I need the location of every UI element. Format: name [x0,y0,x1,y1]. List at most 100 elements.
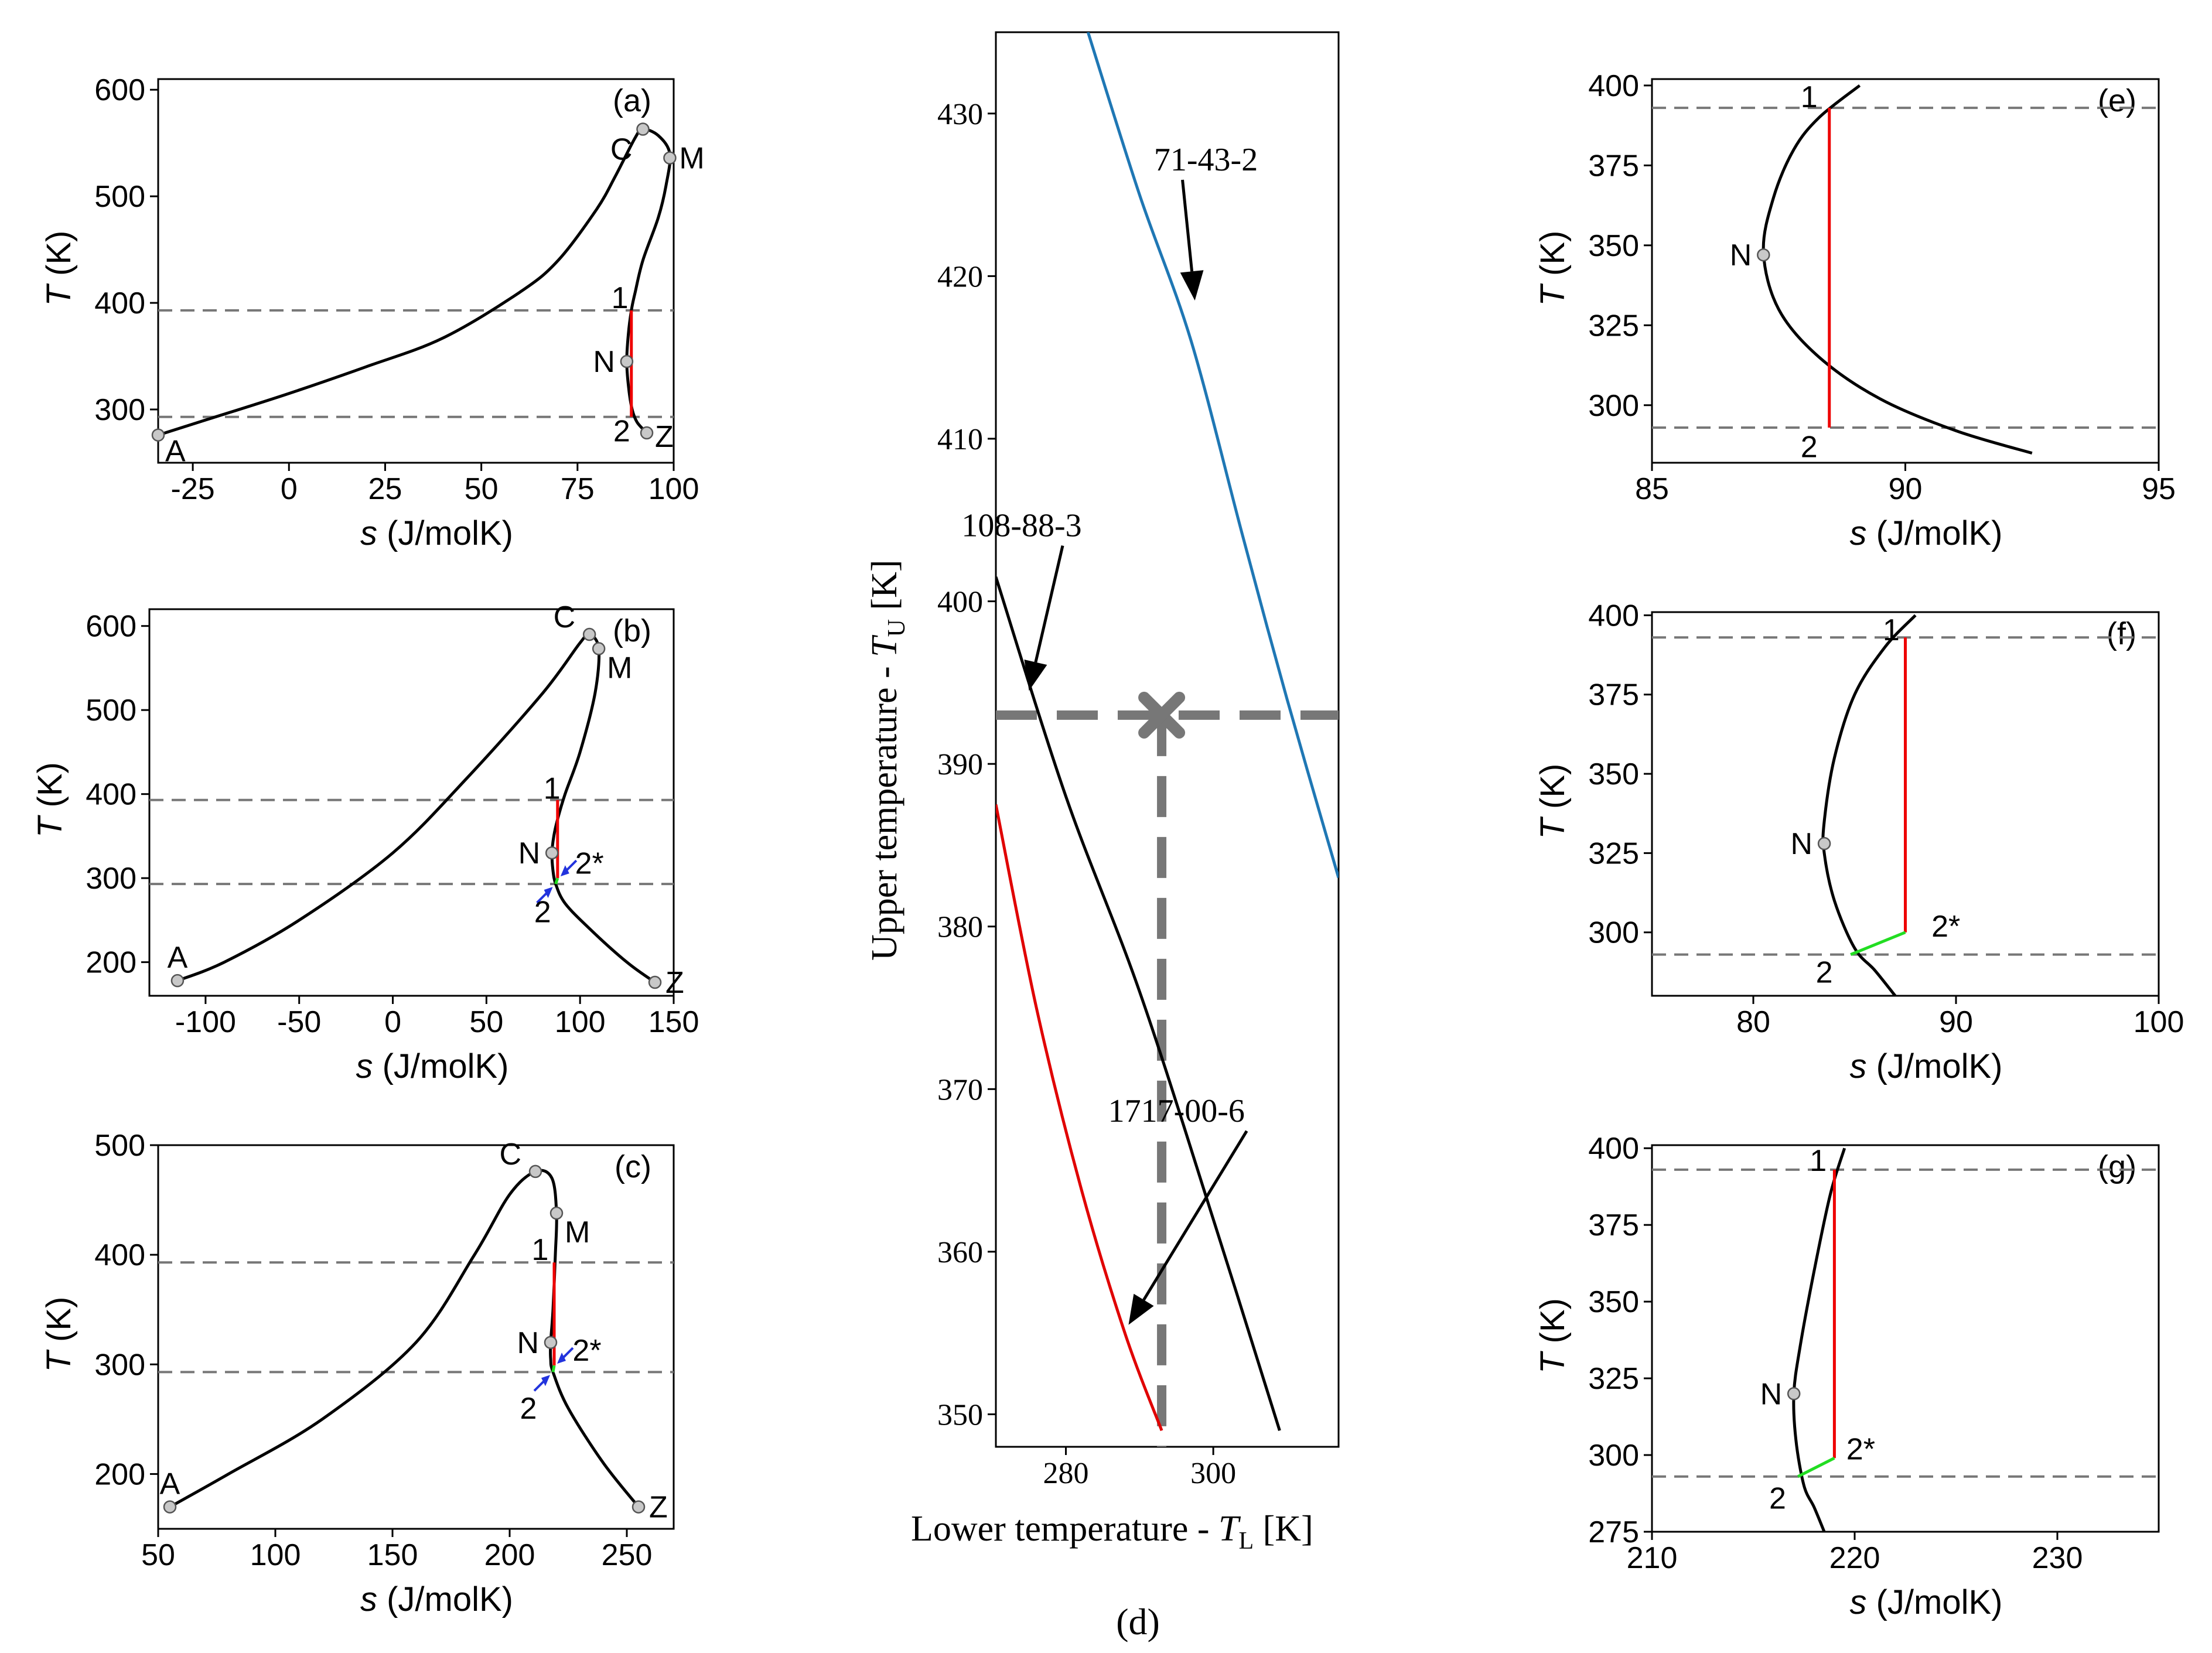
y-tick-label: 390 [937,748,983,781]
y-axis-title: T (K) [1534,764,1572,839]
x-tick-label: 150 [367,1538,418,1572]
annotation-arrow [1142,1130,1248,1301]
y-tick-label: 350 [937,1398,983,1432]
series-group [996,32,1339,1432]
state-number-2*: 2* [575,846,604,880]
y-axis-title: T (K) [1534,1298,1572,1374]
y-tick-label: 300 [1588,916,1639,950]
saturation-curve [169,1169,640,1508]
x-tick-label: 230 [2032,1541,2083,1575]
annotation-arrowhead [1128,1293,1154,1325]
pointer-arrowhead-2star [560,865,569,877]
plot-frame [157,78,675,464]
y-tick-label: 300 [1588,389,1639,423]
y-tick-label: 500 [94,1129,145,1163]
state-number-2: 2 [613,414,630,448]
y-tick-label: 300 [86,862,136,896]
x-tick-label: 25 [368,472,402,506]
x-tick-label: 80 [1736,1005,1770,1039]
saturation-curve [1821,614,1917,997]
panel-a: -25 0 25 50 75 100 300 400 500 600 s (J/molK) T (K)… [40,73,705,552]
saturation-curve [176,632,656,984]
state-point-C [582,627,596,641]
x-tick-label: 0 [384,1005,401,1039]
state-point-M [663,151,677,165]
x-tick-label: -25 [171,472,215,506]
y-tick-label: 300 [1588,1439,1639,1473]
state-number-2: 2 [534,896,551,930]
y-tick-label: 300 [94,393,145,427]
series-annotation: 108-88-3 [961,508,1081,544]
state-point-N [544,1336,558,1350]
y-tick-label: 325 [1588,1362,1639,1396]
x-tick-label: 100 [555,1005,606,1039]
state-label-A: A [160,1467,180,1501]
x-tick-label: -100 [175,1005,236,1039]
annotation-arrow [1181,179,1194,272]
x-tick-label: 95 [2142,472,2176,506]
y-tick-label: 500 [94,180,145,214]
annotation-arrow [1034,545,1064,663]
plot-frame [148,608,675,997]
x-axis-title: s (J/molK) [360,1580,513,1618]
annotation-arrowhead [1180,270,1204,301]
x-tick-label: 50 [465,472,499,506]
state-number-2: 2 [1816,955,1833,989]
state-point-Z [631,1500,646,1514]
x-tick-label: 90 [1939,1005,1973,1039]
y-tick-label: 375 [1588,1208,1639,1242]
y-tick-label: 350 [1588,757,1639,791]
x-tick-label: 100 [2134,1005,2184,1039]
plot-frame [995,31,1340,1448]
state-number-2*: 2* [1931,910,1960,944]
x-tick-label: 85 [1635,472,1669,506]
y-tick-label: 350 [1588,1285,1639,1319]
y-tick-label: 360 [937,1236,983,1269]
y-tick-label: 375 [1588,149,1639,183]
state-label-N: N [1760,1377,1783,1411]
panel-label: (e) [2098,83,2136,118]
state-point-A [170,974,185,988]
plot-frame [1651,78,2160,464]
saturation-curve [1792,1147,1846,1532]
x-tick-label: 50 [141,1538,175,1572]
condensation-step-line [551,1365,556,1372]
state-number-2: 2 [1801,431,1818,465]
y-tick-label: 400 [94,1238,145,1272]
state-number-2*: 2* [1846,1433,1875,1467]
y-tick-label: 430 [937,98,983,131]
state-label-C: C [610,133,633,167]
panel-d: 280 300 350 360 370 380 390 400 410 420 430 71-43-2… [865,31,1340,1642]
x-tick-label: 150 [648,1005,699,1039]
y-tick-label: 380 [937,911,983,944]
state-label-A: A [168,941,188,975]
state-label-N: N [1730,238,1752,272]
x-tick-label: 280 [1043,1457,1089,1490]
panel-label: (c) [615,1149,651,1184]
y-axis-title: Upper temperature - TU [K] [865,559,910,961]
y-axis-title: T (K) [31,762,69,838]
panel-label: (a) [613,83,651,118]
x-axis-title: s (J/molK) [356,1047,509,1085]
condensation-step-line [1797,1457,1835,1478]
x-axis-title: Lower temperature - TL [K] [911,1509,1313,1555]
y-axis-title: T (K) [40,1297,78,1372]
state-point-N [1757,248,1770,262]
state-label-N: N [593,345,615,379]
series-line-1717-00-6 [996,804,1163,1432]
state-point-A [163,1500,177,1514]
y-tick-label: 400 [937,586,983,619]
x-tick-label: 75 [561,472,595,506]
plot-frame [157,1144,675,1530]
state-number-1: 1 [532,1233,549,1267]
state-point-A [151,428,165,442]
state-point-N [620,354,634,368]
state-point-M [549,1206,564,1220]
state-label-M: M [565,1215,590,1249]
state-number-2: 2 [1769,1481,1786,1515]
y-tick-label: 600 [86,610,136,644]
x-axis-title: s (J/molK) [1850,514,2003,552]
y-tick-label: 600 [94,73,145,107]
state-number-2: 2 [520,1392,537,1426]
plot-frame [1651,611,2160,997]
